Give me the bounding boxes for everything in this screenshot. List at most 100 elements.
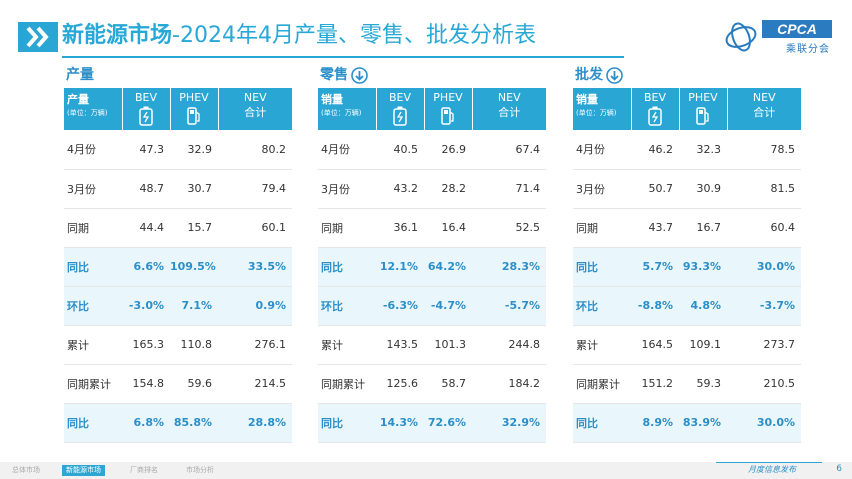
table-row: 4月份 46.2 32.3 78.5 <box>573 130 801 170</box>
fuel-pump-plug-icon <box>187 107 200 125</box>
page-number: 6 <box>836 464 842 474</box>
cell-nev: 28.3% <box>472 247 546 287</box>
table-row: 3月份 50.7 30.9 81.5 <box>573 169 801 209</box>
row-label: 同比 <box>318 403 376 443</box>
row-label: 3月份 <box>318 169 376 209</box>
footer-tab[interactable]: 新能源市场 <box>62 465 105 476</box>
cell-phev: 26.9 <box>424 130 472 170</box>
cell-nev: 276.1 <box>218 325 292 365</box>
cell-phev: 7.1% <box>170 286 218 326</box>
title-underline <box>62 56 624 58</box>
cell-nev: 30.0% <box>727 403 801 443</box>
row-label: 3月份 <box>573 169 631 209</box>
cell-phev: 109.5% <box>170 247 218 287</box>
cell-nev: 0.9% <box>218 286 292 326</box>
row-label: 4月份 <box>318 130 376 170</box>
cell-phev: 32.9 <box>170 130 218 170</box>
cell-nev: 67.4 <box>472 130 546 170</box>
cell-nev: 184.2 <box>472 364 546 404</box>
footer-tab[interactable]: 总体市场 <box>12 466 40 474</box>
table-row: 4月份 40.5 26.9 67.4 <box>318 130 546 170</box>
battery-icon <box>139 106 153 126</box>
bev-label: BEV <box>134 91 158 104</box>
cell-phev: 16.7 <box>679 208 727 248</box>
cell-nev: 78.5 <box>727 130 801 170</box>
fuel-pump-plug-icon <box>441 107 454 125</box>
nev-total-label: 合计 <box>498 106 521 119</box>
row-label: 同期累计 <box>573 364 631 404</box>
table-row: 4月份 47.3 32.9 80.2 <box>64 130 292 170</box>
data-table: 销量 (单位：万辆) BEV PHEV NEV 合计 4月份 46.2 32.3 78.5 3月份 5… <box>573 88 801 443</box>
cell-bev: 151.2 <box>631 364 679 404</box>
cell-nev: 28.8% <box>218 403 292 443</box>
phev-label: PHEV <box>433 91 463 104</box>
row-label: 同期 <box>64 208 122 248</box>
cell-nev: 79.4 <box>218 169 292 209</box>
cell-nev: 210.5 <box>727 364 801 404</box>
down-arrow-circle-icon <box>351 66 368 84</box>
column-header-bev: BEV <box>122 88 171 130</box>
cell-nev: -5.7% <box>472 286 546 326</box>
header: 新能源市场-2024年4月产量、零售、批发分析表 CPCA 乘联分会 <box>18 18 834 58</box>
cell-nev: 80.2 <box>218 130 292 170</box>
table-row: 同比 6.8% 85.8% 28.8% <box>64 403 292 443</box>
cell-bev: 36.1 <box>376 208 424 248</box>
cell-bev: 8.9% <box>631 403 679 443</box>
bev-label: BEV <box>388 91 412 104</box>
cell-phev: 59.6 <box>170 364 218 404</box>
nev-total-label: 合计 <box>244 106 267 119</box>
row-label: 累计 <box>318 325 376 365</box>
double-chevron-icon <box>18 22 58 52</box>
cell-nev: 244.8 <box>472 325 546 365</box>
row-label: 4月份 <box>573 130 631 170</box>
cell-bev: 5.7% <box>631 247 679 287</box>
row-label: 累计 <box>64 325 122 365</box>
row-label: 环比 <box>64 286 122 326</box>
row-header-label: 销量 <box>576 93 598 106</box>
nev-label: NEV <box>497 91 521 104</box>
cell-bev: 40.5 <box>376 130 424 170</box>
table-row: 同期累计 151.2 59.3 210.5 <box>573 364 801 404</box>
table-row: 累计 165.3 110.8 276.1 <box>64 325 292 365</box>
cell-nev: -3.7% <box>727 286 801 326</box>
cell-bev: 143.5 <box>376 325 424 365</box>
cell-phev: 109.1 <box>679 325 727 365</box>
cell-phev: 110.8 <box>170 325 218 365</box>
cell-phev: 28.2 <box>424 169 472 209</box>
row-label: 同期累计 <box>64 364 122 404</box>
table-row: 同期 44.4 15.7 60.1 <box>64 208 292 248</box>
column-header-phev: PHEV <box>424 88 473 130</box>
cell-nev: 32.9% <box>472 403 546 443</box>
cell-nev: 33.5% <box>218 247 292 287</box>
table-row: 环比 -8.8% 4.8% -3.7% <box>573 286 801 326</box>
cell-phev: 83.9% <box>679 403 727 443</box>
table-row: 同期 43.7 16.7 60.4 <box>573 208 801 248</box>
cell-bev: 154.8 <box>122 364 170 404</box>
table-header-row: 销量 (单位：万辆) BEV PHEV NEV 合计 <box>573 88 801 130</box>
footer-divider <box>716 462 822 463</box>
table-row: 同期累计 154.8 59.6 214.5 <box>64 364 292 404</box>
cell-nev: 30.0% <box>727 247 801 287</box>
row-label: 同比 <box>64 403 122 443</box>
cell-bev: 46.2 <box>631 130 679 170</box>
footer-tab[interactable]: 市场分析 <box>186 466 214 474</box>
row-header-cell: 销量 (单位：万辆) <box>318 88 377 130</box>
footer-tab[interactable]: 厂商排名 <box>130 466 158 474</box>
panel-title: 批发 <box>573 64 801 86</box>
panel-title: 产量 <box>64 64 292 86</box>
cell-phev: 59.3 <box>679 364 727 404</box>
cell-nev: 71.4 <box>472 169 546 209</box>
column-header-nev: NEV 合计 <box>727 88 801 130</box>
panel-title: 零售 <box>318 64 546 86</box>
column-header-nev: NEV 合计 <box>218 88 292 130</box>
nev-label: NEV <box>243 91 267 104</box>
table-row: 3月份 48.7 30.7 79.4 <box>64 169 292 209</box>
logo-subtext: 乘联分会 <box>786 44 830 55</box>
cell-phev: 93.3% <box>679 247 727 287</box>
row-label: 同比 <box>573 403 631 443</box>
cell-bev: 164.5 <box>631 325 679 365</box>
cell-bev: 6.6% <box>122 247 170 287</box>
fuel-pump-plug-icon <box>696 107 709 125</box>
data-table: 产量 (单位：万辆) BEV PHEV NEV 合计 4月份 47.3 32.9 80.2 3月份 4… <box>64 88 292 443</box>
cell-bev: 48.7 <box>122 169 170 209</box>
